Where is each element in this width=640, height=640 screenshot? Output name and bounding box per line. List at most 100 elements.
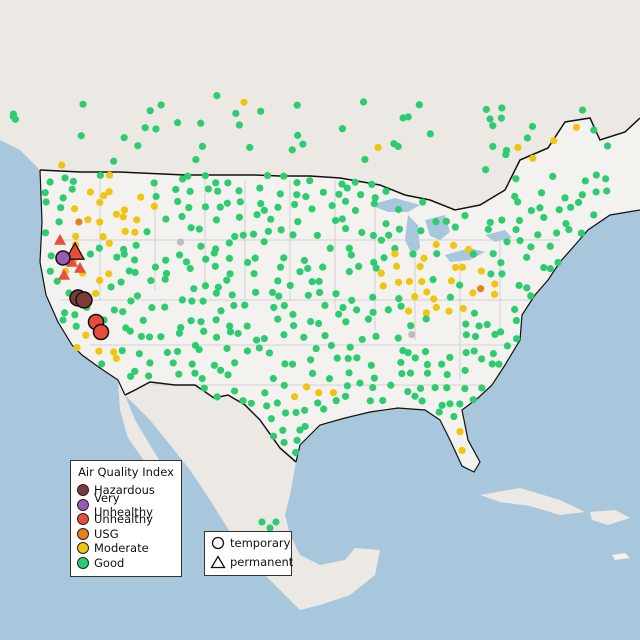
monitor-marker [308, 369, 317, 377]
monitor-marker [145, 372, 153, 380]
monitor-marker [391, 250, 399, 258]
monitor-marker [332, 397, 340, 405]
monitor-marker [445, 307, 453, 315]
monitor-marker [288, 146, 296, 154]
monitor-marker [352, 306, 361, 314]
monitor-marker [470, 309, 479, 317]
monitor-marker [306, 177, 314, 185]
monitor-marker [489, 122, 497, 130]
monitor-marker [302, 193, 310, 201]
monitor-marker [578, 106, 587, 114]
monitor-marker [456, 428, 464, 436]
monitor-marker [514, 198, 522, 206]
monitor-marker [146, 359, 154, 367]
monitor-marker [304, 264, 312, 273]
monitor-marker [426, 130, 434, 138]
monitor-marker [421, 348, 430, 356]
monitor-marker [177, 323, 185, 332]
monitor-marker [296, 268, 304, 276]
monitor-marker [382, 220, 390, 228]
monitor-marker [487, 270, 495, 278]
monitor-marker [61, 174, 69, 182]
monitor-marker [176, 238, 185, 246]
monitor-marker [105, 171, 114, 179]
monitor-marker [603, 187, 611, 195]
monitor-marker [150, 179, 158, 187]
monitor-marker [239, 397, 247, 405]
monitor-marker [301, 406, 309, 414]
monitor-marker [372, 332, 380, 340]
monitor-marker [338, 215, 346, 223]
monitor-marker [482, 105, 490, 114]
very-unhealthy-swatch-icon [77, 498, 89, 511]
monitor-marker [188, 297, 196, 305]
monitor-marker [162, 215, 170, 223]
monitor-marker [112, 210, 121, 218]
monitor-marker [212, 316, 220, 324]
monitor-marker [404, 307, 413, 315]
monitor-marker [280, 172, 288, 180]
monitor-marker [266, 524, 274, 532]
monitor-marker [105, 239, 113, 247]
monitor-marker [290, 200, 299, 209]
monitor-marker [491, 330, 499, 339]
monitor-marker [173, 119, 182, 127]
legend-item-moderate: Moderate [71, 541, 181, 556]
monitor-marker [192, 155, 200, 164]
monitor-marker [315, 389, 323, 397]
monitor-marker [120, 206, 129, 214]
monitor-marker [134, 142, 142, 150]
monitor-marker [369, 231, 378, 240]
monitor-marker [289, 310, 297, 319]
unhealthy-swatch-icon [77, 513, 89, 526]
monitor-marker [380, 254, 388, 262]
monitor-marker [446, 293, 454, 301]
monitor-marker [577, 229, 585, 237]
monitor-marker [429, 276, 437, 284]
monitor-marker [292, 408, 300, 417]
monitor-marker [289, 231, 297, 239]
monitor-marker [187, 317, 195, 325]
monitor-marker [377, 269, 385, 277]
monitor-marker [592, 188, 600, 196]
monitor-marker [347, 251, 355, 259]
monitor-marker [458, 446, 466, 454]
monitor-marker [555, 206, 563, 214]
monitor-marker [294, 131, 302, 139]
monitor-marker [251, 254, 259, 262]
monitor-marker [475, 322, 483, 330]
monitor-marker [536, 204, 544, 212]
monitor-marker [204, 185, 212, 193]
monitor-marker [491, 280, 499, 288]
monitor-marker [46, 178, 54, 186]
monitor-marker [307, 356, 315, 364]
monitor-marker [98, 360, 106, 368]
monitor-marker [567, 203, 575, 211]
monitor-marker [178, 212, 186, 221]
monitor-marker [127, 372, 135, 380]
monitor-marker [348, 296, 356, 304]
monitor-marker [270, 303, 278, 312]
monitor-marker [338, 180, 346, 188]
monitor-marker [247, 399, 255, 407]
monitor-marker [325, 375, 334, 383]
monitor-marker [141, 124, 149, 132]
legend-label: permanent [230, 555, 294, 569]
monitor-marker [131, 268, 139, 277]
monitor-type-legend: temporary permanent [204, 531, 294, 576]
monitor-marker [469, 396, 477, 404]
monitor-marker [423, 288, 431, 296]
legend-label: Hazardous [94, 483, 155, 498]
monitor-marker [212, 333, 221, 341]
monitor-marker [95, 347, 103, 355]
monitor-marker [277, 226, 285, 234]
monitor-marker [268, 288, 277, 297]
monitor-marker [148, 303, 156, 312]
monitor-marker [117, 278, 125, 286]
monitor-marker [406, 369, 415, 377]
monitor-marker [379, 282, 387, 290]
monitor-marker [276, 190, 284, 198]
monitor-marker [456, 281, 464, 289]
monitor-marker [182, 258, 191, 266]
monitor-marker [319, 263, 327, 271]
